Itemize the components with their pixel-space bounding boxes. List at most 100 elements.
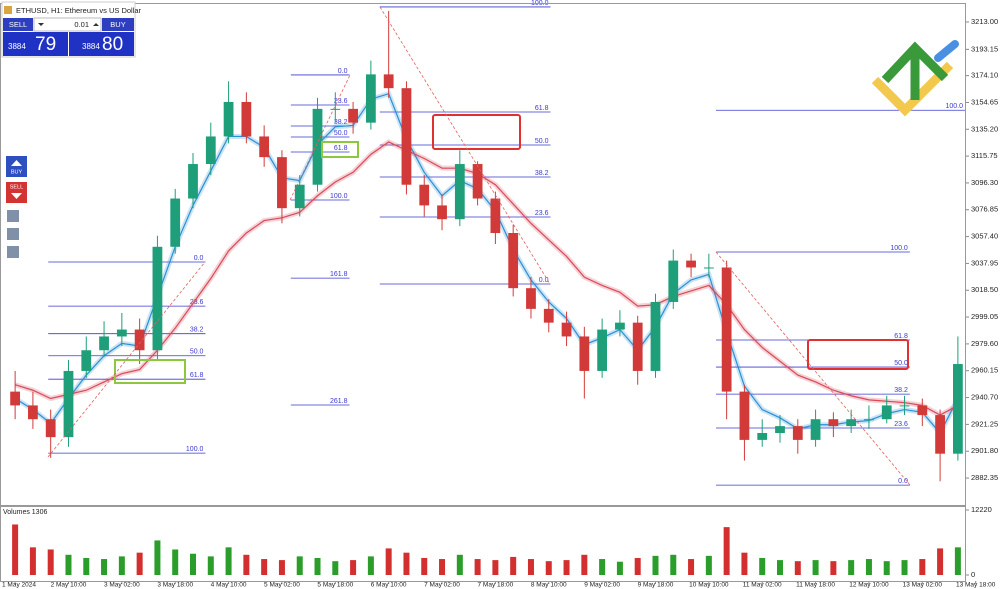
y-tick-label: 3174.10: [971, 71, 998, 80]
x-tick-label: 7 May 02:00: [424, 582, 460, 589]
volume-bar: [652, 555, 659, 575]
y-tick-label: 3018.50: [971, 285, 998, 294]
plot-area: 0.0 23.6 38.2 50.0 61.8 100.0 0.0 23.6 38.2 50.0 6…: [10, 0, 977, 584]
candle-body: [632, 322, 643, 371]
volume-bar: [47, 549, 54, 575]
buy-label[interactable]: BUY: [110, 20, 125, 29]
ask-main[interactable]: 3884: [82, 42, 100, 51]
candle-body: [935, 415, 945, 454]
volume-bar: [190, 553, 196, 575]
lot-value[interactable]: 0.01: [74, 20, 89, 29]
fib-label: 100.0: [890, 245, 908, 252]
volume-bar: [777, 560, 784, 575]
candle-body: [348, 108, 358, 123]
volume-bar: [937, 548, 944, 575]
x-tick-label: 4 May 10:00: [211, 582, 247, 589]
candle-body: [152, 246, 163, 351]
volume-bar: [741, 552, 748, 575]
candle-body: [526, 288, 536, 309]
candle-body: [116, 329, 127, 337]
volume-bar: [439, 559, 446, 575]
down-arrow: [11, 193, 22, 199]
candle-body: [739, 391, 750, 440]
sell-button[interactable]: [3, 18, 33, 31]
volume-bar: [403, 552, 410, 575]
y-tick-label: 3213.00: [971, 17, 998, 26]
candle-body: [721, 267, 732, 392]
x-tick-label: 8 May 10:00: [531, 582, 567, 589]
volume-bar: [527, 559, 534, 575]
ask-box[interactable]: [69, 32, 134, 56]
buy-button[interactable]: [102, 18, 134, 31]
volume-bar: [830, 561, 837, 575]
x-tick-label: 9 May 18:00: [638, 582, 674, 589]
ask-pips[interactable]: 80: [102, 34, 123, 55]
volume-bar: [848, 560, 855, 575]
tool-button[interactable]: [7, 246, 19, 258]
fib-label: 0.0: [539, 277, 549, 284]
candle-body: [846, 419, 857, 427]
candle-body: [294, 184, 305, 209]
bid-main[interactable]: 3884: [8, 42, 26, 51]
candle-body: [899, 405, 910, 407]
candle-body: [490, 198, 501, 233]
y-tick-label: 3115.75: [971, 151, 998, 160]
candle-body: [810, 419, 821, 440]
volume-bar: [474, 559, 481, 575]
x-tick-label: 7 May 18:00: [478, 582, 514, 589]
volume-bar: [794, 561, 801, 575]
fib-label: 23.6: [334, 98, 348, 105]
fib-label: 61.8: [535, 105, 549, 112]
fib-label: 38.2: [894, 387, 908, 394]
price-frame: [0, 3, 966, 506]
tool-button[interactable]: [7, 210, 19, 222]
candle-body: [383, 74, 394, 89]
volume-bar: [29, 547, 36, 575]
tool-button[interactable]: [7, 228, 19, 240]
side-sell-label[interactable]: SELL: [10, 184, 23, 190]
volume-bar: [545, 561, 552, 575]
candle-body: [99, 336, 109, 351]
volume-bar: [599, 559, 606, 575]
up-arrow: [11, 160, 22, 166]
bid-box[interactable]: [3, 32, 68, 56]
fib-label: 38.2: [535, 170, 549, 177]
x-tick-label: 13 May 02:00: [903, 582, 943, 589]
candle-body: [597, 329, 608, 371]
fib-label: 38.2: [334, 119, 348, 126]
candle-body: [775, 426, 785, 433]
side-buttons: BUY SELL: [6, 156, 27, 258]
y-tick-label: 3057.40: [971, 232, 998, 241]
candle-body: [365, 74, 376, 123]
fib-trendline: [379, 6, 551, 285]
candle-body: [454, 164, 465, 220]
bid-pips[interactable]: 79: [35, 34, 56, 55]
fib-label: 50.0: [894, 360, 908, 367]
symbol-icon: [4, 6, 12, 14]
side-buy[interactable]: [6, 156, 27, 177]
volume-bar: [581, 554, 588, 575]
volume-bar: [812, 560, 819, 575]
x-tick-label: 1 May 2024: [2, 582, 36, 589]
y-tick-label: 3037.95: [971, 258, 998, 267]
x-tick-label: 10 May 10:00: [689, 582, 729, 589]
volume-bar: [865, 559, 872, 575]
volume-bar: [954, 547, 961, 575]
candle-body: [134, 329, 145, 351]
lot-input[interactable]: [33, 17, 102, 32]
side-buy-label[interactable]: BUY: [11, 169, 23, 175]
y-tick-label: 2882.35: [971, 473, 998, 482]
candle-body: [28, 405, 38, 420]
candle-body: [205, 136, 216, 165]
sell-label[interactable]: SELL: [9, 20, 27, 29]
volume-bar: [101, 559, 108, 575]
fib-label: 161.8: [330, 271, 348, 278]
side-sell[interactable]: [6, 182, 27, 203]
x-tick-label: 13 May 18:00: [956, 582, 996, 589]
x-tick-label: 12 May 10:00: [849, 582, 889, 589]
volume-bar: [296, 556, 303, 575]
ma-line: [14, 141, 959, 416]
volume-bar: [12, 524, 19, 575]
volume-bar: [83, 557, 90, 575]
